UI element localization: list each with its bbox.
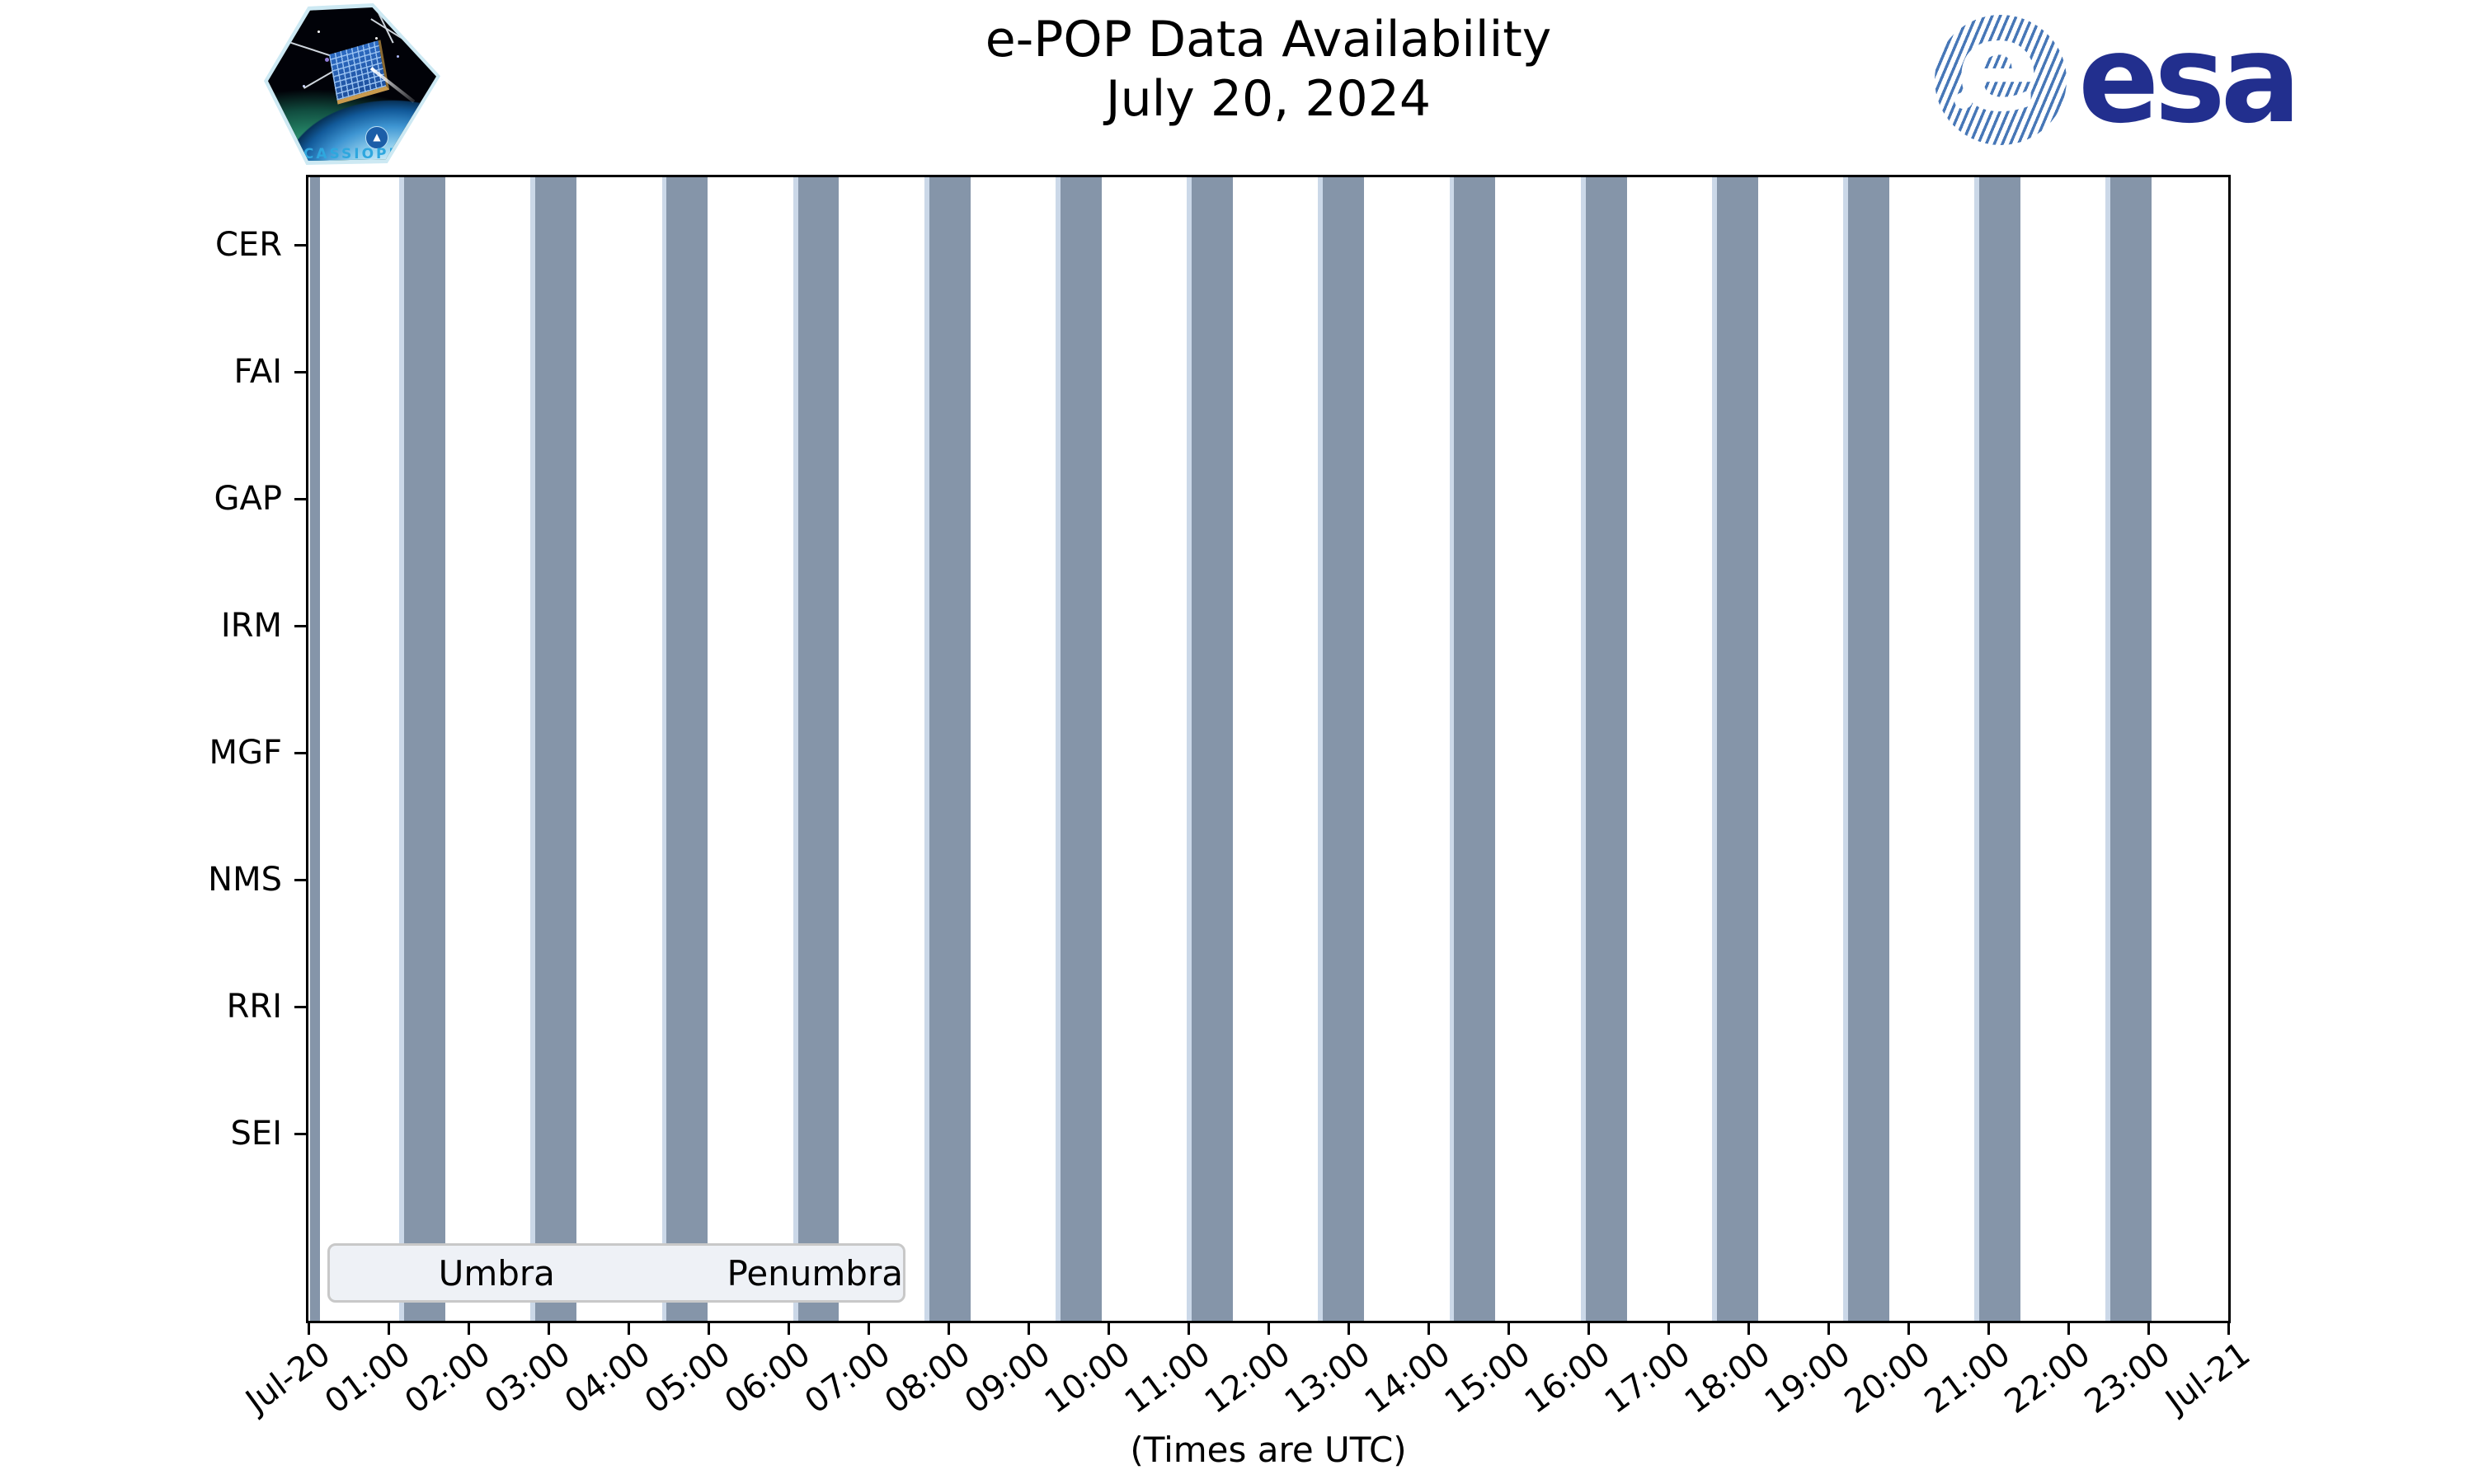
x-axis-label: (Times are UTC): [1130, 1430, 1407, 1470]
umbra-bar: [1585, 177, 1627, 1321]
umbra-bar: [1323, 177, 1365, 1321]
y-tick: [294, 751, 306, 754]
x-tick: [1587, 1321, 1590, 1335]
umbra-bar: [404, 177, 445, 1321]
cassiope-patch-label: CASSIOPE: [303, 146, 402, 162]
x-tick: [1987, 1321, 1990, 1335]
chart-title-line1: e-POP Data Availability: [985, 11, 1552, 68]
esa-globe-letter: e: [1956, 15, 2040, 139]
x-tick: [1347, 1321, 1350, 1335]
x-tick: [1507, 1321, 1510, 1335]
penumbra-bar: [924, 177, 929, 1321]
y-tick: [294, 370, 306, 373]
y-tick-label: CER: [215, 226, 282, 264]
y-tick-label: SEI: [230, 1115, 282, 1153]
stars-decoration: [317, 31, 320, 33]
cassiope-mission-patch: ▲ CASSIOPE: [264, 3, 440, 165]
penumbra-legend-label: Penumbra: [727, 1252, 903, 1294]
chart-title: e-POP Data Availability July 20, 2024: [308, 10, 2228, 129]
x-tick: [867, 1321, 870, 1335]
x-tick: [2227, 1321, 2230, 1335]
penumbra-bar: [1187, 177, 1192, 1321]
x-tick: [1907, 1321, 1910, 1335]
umbra-bar: [666, 177, 708, 1321]
y-tick: [294, 624, 306, 627]
penumbra-bar: [1580, 177, 1586, 1321]
umbra-bar: [1454, 177, 1496, 1321]
penumbra-bar: [399, 177, 404, 1321]
x-tick: [1267, 1321, 1270, 1335]
umbra-bar: [1060, 177, 1102, 1321]
penumbra-bar: [1449, 177, 1455, 1321]
penumbra-bar: [1843, 177, 1848, 1321]
umbra-bar: [929, 177, 971, 1321]
y-tick-label: FAI: [233, 353, 283, 391]
umbra-bar: [797, 177, 840, 1321]
umbra-bar: [309, 177, 320, 1321]
penumbra-bar: [1056, 177, 1061, 1321]
x-tick: [1107, 1321, 1110, 1335]
legend: Umbra Penumbra: [327, 1243, 905, 1303]
chart-title-line2: July 20, 2024: [1105, 70, 1432, 128]
x-tick: [707, 1321, 710, 1335]
y-tick: [294, 1132, 306, 1135]
penumbra-swatch: [628, 1261, 696, 1285]
x-tick: [1747, 1321, 1750, 1335]
x-tick: [1427, 1321, 1430, 1335]
umbra-bar: [1716, 177, 1758, 1321]
x-tick: [2147, 1321, 2150, 1335]
y-tick: [294, 1005, 306, 1008]
plot-area: CER FAI GAP IRM MGF NMS RRI SEI Jul-20 01:00 02:00…: [208, 175, 2257, 1421]
umbra-legend-label: Umbra: [438, 1252, 555, 1294]
x-tick: [307, 1321, 310, 1335]
x-tick: [787, 1321, 790, 1335]
umbra-bar: [1847, 177, 1889, 1321]
penumbra-bar: [1974, 177, 1980, 1321]
x-tick: [627, 1321, 630, 1335]
x-tick: [1187, 1321, 1190, 1335]
penumbra-bar: [661, 177, 667, 1321]
y-tick-label: NMS: [208, 861, 282, 899]
x-tick: [2067, 1321, 2070, 1335]
penumbra-bar: [793, 177, 798, 1321]
esa-wordmark: esa: [2078, 8, 2301, 151]
agency-badge-icon: ▲: [365, 126, 388, 149]
x-tick: [1827, 1321, 1830, 1335]
y-tick: [294, 243, 306, 247]
umbra-bar: [1979, 177, 2021, 1321]
esa-logo: e esa: [1935, 8, 2301, 151]
y-tick-label: RRI: [226, 988, 282, 1026]
y-tick: [294, 497, 306, 500]
y-tick-label: GAP: [214, 480, 282, 518]
esa-globe-dot: [1954, 92, 1973, 109]
x-tick: [947, 1321, 950, 1335]
x-tick: [1667, 1321, 1670, 1335]
x-tick: [1027, 1321, 1030, 1335]
umbra-bar: [535, 177, 577, 1321]
y-tick-label: IRM: [220, 607, 282, 645]
penumbra-bar: [1318, 177, 1324, 1321]
esa-globe-icon: e: [1935, 15, 2067, 145]
y-tick-label: MGF: [209, 734, 282, 772]
penumbra-bar: [1711, 177, 1717, 1321]
umbra-bar: [2110, 177, 2152, 1321]
y-tick: [294, 878, 306, 881]
penumbra-bar: [530, 177, 536, 1321]
umbra-bar: [1192, 177, 1234, 1321]
x-tick: [547, 1321, 550, 1335]
x-tick: [387, 1321, 390, 1335]
x-tick: [467, 1321, 470, 1335]
umbra-swatch: [340, 1261, 408, 1285]
penumbra-bar: [2105, 177, 2111, 1321]
